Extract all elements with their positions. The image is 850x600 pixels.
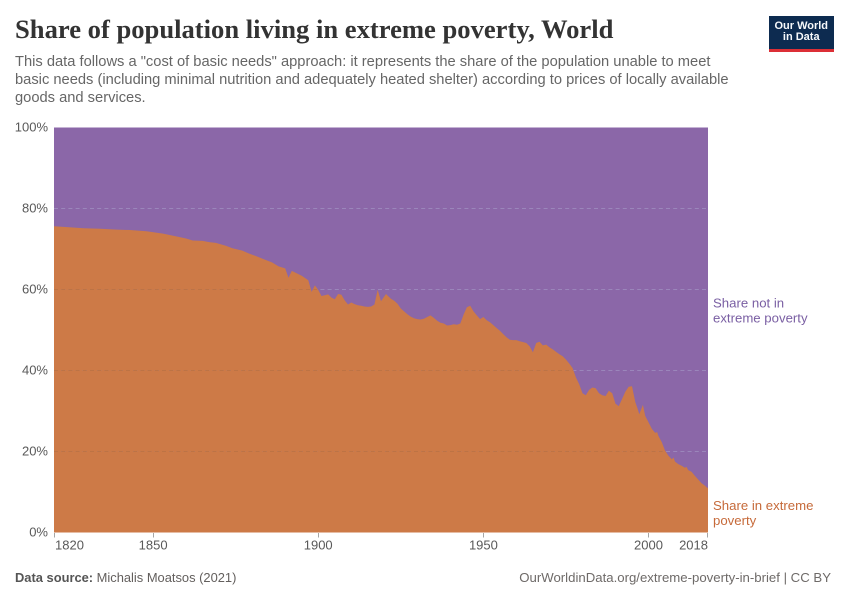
svg-text:1950: 1950 xyxy=(469,538,498,553)
svg-text:2018: 2018 xyxy=(679,538,708,553)
svg-text:60%: 60% xyxy=(22,282,48,297)
svg-text:2000: 2000 xyxy=(634,538,663,553)
svg-text:Share not in: Share not in xyxy=(713,296,784,311)
svg-text:0%: 0% xyxy=(29,525,48,540)
svg-text:80%: 80% xyxy=(22,201,48,216)
svg-text:poverty: poverty xyxy=(713,513,757,528)
svg-text:Share in extreme: Share in extreme xyxy=(713,498,813,513)
svg-text:1850: 1850 xyxy=(139,538,168,553)
svg-text:20%: 20% xyxy=(22,444,48,459)
svg-text:1900: 1900 xyxy=(304,538,333,553)
svg-text:40%: 40% xyxy=(22,363,48,378)
svg-text:extreme poverty: extreme poverty xyxy=(713,311,808,326)
svg-text:1820: 1820 xyxy=(55,538,84,553)
svg-text:100%: 100% xyxy=(15,120,49,135)
